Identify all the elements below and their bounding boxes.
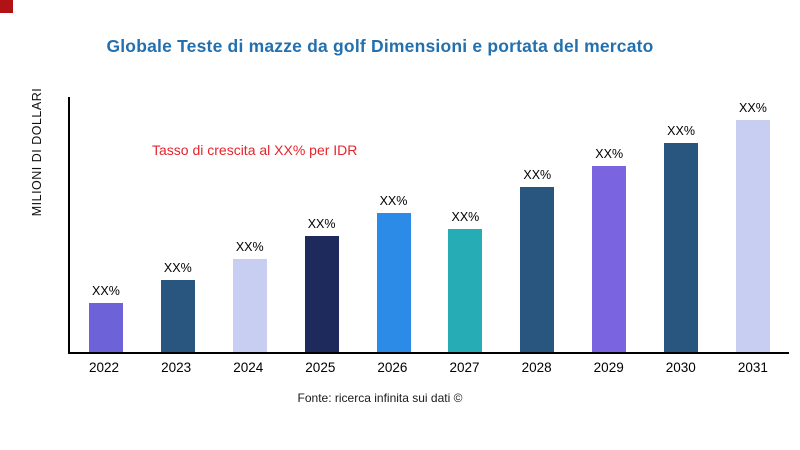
bar-value-label: XX%: [739, 101, 767, 115]
bar-value-label: XX%: [163, 261, 192, 276]
x-tick-2030: 2030: [665, 360, 696, 375]
bar-column-2030: XX%: [646, 97, 717, 352]
source-note: Fonte: ricerca infinita sui dati ©: [297, 391, 463, 405]
x-tick-2027: 2027: [449, 360, 480, 375]
x-tick-2023: 2023: [161, 360, 192, 375]
bar-column-2022: XX%: [70, 97, 141, 352]
corner-mark: [0, 0, 13, 13]
bar-value-label: XX%: [595, 147, 624, 162]
bar-value-label: XX%: [92, 284, 120, 299]
bar-column-2028: XX%: [502, 97, 573, 352]
bar-2030: [664, 143, 699, 352]
bar-2025: [304, 236, 339, 352]
bar-2027: [448, 229, 483, 352]
bar-2028: [520, 187, 555, 352]
bar-value-label: XX%: [235, 240, 264, 255]
x-tick-2025: 2025: [305, 360, 336, 375]
x-tick-2026: 2026: [377, 360, 408, 375]
bar-column-2026: XX%: [358, 97, 429, 352]
bar-column-2023: XX%: [142, 97, 213, 352]
growth-annotation: Tasso di crescita al XX% per IDR: [152, 142, 358, 158]
bar-value-label: XX%: [523, 168, 552, 183]
y-axis-label: MILIONI DI DOLLARI: [30, 87, 44, 217]
bar-2029: [592, 166, 627, 352]
bar-2031: [735, 120, 770, 352]
x-axis-labels: 2022 2023 2024 2025 2026 2027 2028 2029 2030 2031: [68, 360, 789, 375]
bar-value-label: XX%: [307, 217, 336, 231]
bar-2026: [376, 212, 411, 352]
bar-column-2025: XX%: [286, 97, 357, 352]
bar-2024: [232, 259, 267, 352]
plot-area: XX% XX% XX% XX% XX% XX% XX% XX% XX% XX%: [68, 97, 789, 354]
bar-column-2031: XX%: [717, 97, 788, 352]
x-tick-2024: 2024: [233, 360, 264, 375]
bar-value-label: XX%: [667, 124, 695, 139]
bar-column-2027: XX%: [430, 97, 501, 352]
bar-2023: [160, 280, 195, 352]
chart-title: Globale Teste di mazze da golf Dimension…: [106, 36, 654, 56]
bar-column-2029: XX%: [574, 97, 645, 352]
bar-value-label: XX%: [451, 210, 480, 225]
bars-row: XX% XX% XX% XX% XX% XX% XX% XX% XX% XX%: [70, 97, 789, 352]
x-tick-2029: 2029: [593, 360, 624, 375]
bar-value-label: XX%: [379, 193, 408, 208]
x-tick-2031: 2031: [737, 360, 768, 375]
x-tick-2028: 2028: [521, 360, 552, 375]
bar-2022: [88, 303, 123, 352]
bar-column-2024: XX%: [214, 97, 285, 352]
x-tick-2022: 2022: [89, 360, 120, 375]
